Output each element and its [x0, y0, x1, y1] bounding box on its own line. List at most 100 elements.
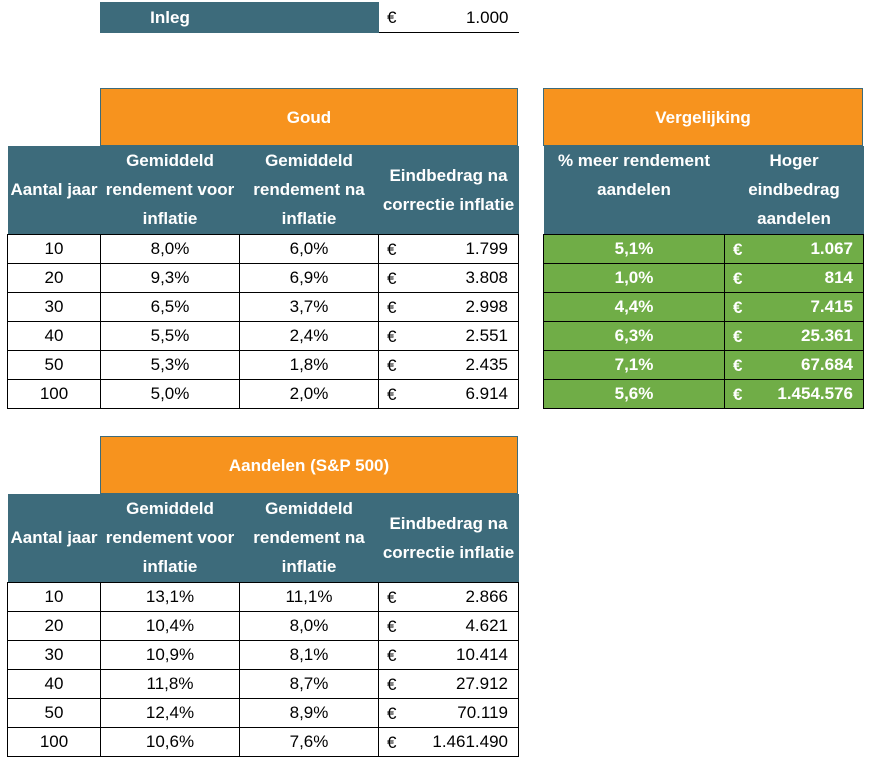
aandelen-header-voor: Gemiddeld rendement voor inflatie — [100, 494, 240, 582]
cell-jaar[interactable]: 50 — [7, 697, 101, 728]
euro-symbol: € — [387, 616, 397, 636]
euro-symbol: € — [387, 268, 397, 288]
inleg-value-cell[interactable]: € 1.000 — [378, 2, 519, 33]
cell-jaar[interactable]: 10 — [7, 581, 101, 612]
cell-hoger-bedrag[interactable]: €67.684 — [724, 349, 864, 380]
euro-symbol: € — [733, 239, 743, 259]
hoger-bedrag-value: 67.684 — [801, 354, 853, 374]
euro-symbol: € — [733, 384, 743, 404]
inleg-empty-cell — [239, 2, 379, 33]
table-row: 5,6% €1.454.576 — [543, 378, 864, 409]
eindbedrag-value: 27.912 — [456, 673, 508, 693]
euro-symbol: € — [387, 355, 397, 375]
table-row: 30 10,9% 8,1% €10.414 — [7, 639, 519, 670]
eindbedrag-value: 2.998 — [465, 296, 508, 316]
cell-voor[interactable]: 12,4% — [100, 697, 240, 728]
cell-voor[interactable]: 11,8% — [100, 668, 240, 699]
cell-na[interactable]: 2,4% — [239, 320, 379, 351]
cell-eindbedrag[interactable]: €1.461.490 — [378, 726, 519, 757]
cell-voor[interactable]: 5,3% — [100, 349, 240, 380]
table-row: 50 5,3% 1,8% €2.435 — [7, 349, 519, 380]
cell-na[interactable]: 6,9% — [239, 262, 379, 293]
cell-hoger-bedrag[interactable]: €814 — [724, 262, 864, 293]
cell-eindbedrag[interactable]: €3.808 — [378, 262, 519, 293]
cell-jaar[interactable]: 40 — [7, 320, 101, 351]
cell-voor[interactable]: 10,9% — [100, 639, 240, 670]
cell-jaar[interactable]: 20 — [7, 610, 101, 641]
cell-eindbedrag[interactable]: €10.414 — [378, 639, 519, 670]
goud-header-na: Gemiddeld rendement na inflatie — [239, 146, 379, 234]
cell-pct-meer[interactable]: 1,0% — [543, 262, 725, 293]
cell-hoger-bedrag[interactable]: €7.415 — [724, 291, 864, 322]
aandelen-table: Aantal jaar Gemiddeld rendement voor inf… — [7, 494, 519, 757]
cell-voor[interactable]: 10,4% — [100, 610, 240, 641]
table-row: 10 13,1% 11,1% €2.866 — [7, 581, 519, 612]
cell-eindbedrag[interactable]: €70.119 — [378, 697, 519, 728]
cell-na[interactable]: 7,6% — [239, 726, 379, 757]
table-row: 10 8,0% 6,0% €1.799 — [7, 233, 519, 264]
cell-voor[interactable]: 13,1% — [100, 581, 240, 612]
aandelen-title: Aandelen (S&P 500) — [100, 436, 518, 494]
cell-voor[interactable]: 8,0% — [100, 233, 240, 264]
cell-jaar[interactable]: 50 — [7, 349, 101, 380]
goud-header-voor: Gemiddeld rendement voor inflatie — [100, 146, 240, 234]
cell-voor[interactable]: 5,5% — [100, 320, 240, 351]
eindbedrag-value: 3.808 — [465, 267, 508, 287]
cell-na[interactable]: 6,0% — [239, 233, 379, 264]
cell-pct-meer[interactable]: 4,4% — [543, 291, 725, 322]
cell-jaar[interactable]: 100 — [7, 378, 101, 409]
cell-voor[interactable]: 9,3% — [100, 262, 240, 293]
cell-eindbedrag[interactable]: €2.998 — [378, 291, 519, 322]
cell-na[interactable]: 8,1% — [239, 639, 379, 670]
cell-pct-meer[interactable]: 5,1% — [543, 233, 725, 264]
cell-voor[interactable]: 6,5% — [100, 291, 240, 322]
inleg-label: Inleg — [100, 2, 240, 33]
cell-na[interactable]: 3,7% — [239, 291, 379, 322]
cell-jaar[interactable]: 20 — [7, 262, 101, 293]
goud-header-jaar: Aantal jaar — [7, 146, 101, 234]
cell-jaar[interactable]: 100 — [7, 726, 101, 757]
eindbedrag-value: 2.866 — [465, 586, 508, 606]
goud-header-eind: Eindbedrag na correctie inflatie — [378, 146, 519, 234]
cell-eindbedrag[interactable]: €4.621 — [378, 610, 519, 641]
cell-jaar[interactable]: 30 — [7, 639, 101, 670]
goud-table: Aantal jaar Gemiddeld rendement voor inf… — [7, 146, 519, 409]
cell-voor[interactable]: 10,6% — [100, 726, 240, 757]
vergelijking-header-bedrag: Hoger eindbedrag aandelen — [724, 146, 864, 234]
cell-eindbedrag[interactable]: €27.912 — [378, 668, 519, 699]
cell-hoger-bedrag[interactable]: €25.361 — [724, 320, 864, 351]
vergelijking-header-row: % meer rendement aandelen Hoger eindbedr… — [543, 146, 864, 234]
table-row: 40 11,8% 8,7% €27.912 — [7, 668, 519, 699]
cell-eindbedrag[interactable]: €2.866 — [378, 581, 519, 612]
table-row: 50 12,4% 8,9% €70.119 — [7, 697, 519, 728]
cell-eindbedrag[interactable]: €6.914 — [378, 378, 519, 409]
cell-na[interactable]: 8,7% — [239, 668, 379, 699]
cell-voor[interactable]: 5,0% — [100, 378, 240, 409]
aandelen-header-na: Gemiddeld rendement na inflatie — [239, 494, 379, 582]
euro-symbol: € — [733, 297, 743, 317]
cell-pct-meer[interactable]: 6,3% — [543, 320, 725, 351]
goud-title-text: Goud — [286, 108, 332, 127]
euro-symbol: € — [387, 384, 397, 404]
aandelen-header-eind: Eindbedrag na correctie inflatie — [378, 494, 519, 582]
hoger-bedrag-value: 7.415 — [810, 296, 853, 316]
table-row: 4,4% €7.415 — [543, 291, 864, 322]
cell-na[interactable]: 11,1% — [239, 581, 379, 612]
cell-pct-meer[interactable]: 5,6% — [543, 378, 725, 409]
vergelijking-table: % meer rendement aandelen Hoger eindbedr… — [543, 146, 864, 409]
cell-jaar[interactable]: 40 — [7, 668, 101, 699]
cell-eindbedrag[interactable]: €2.435 — [378, 349, 519, 380]
cell-jaar[interactable]: 30 — [7, 291, 101, 322]
cell-na[interactable]: 1,8% — [239, 349, 379, 380]
goud-header-row: Aantal jaar Gemiddeld rendement voor inf… — [7, 146, 519, 234]
cell-eindbedrag[interactable]: €2.551 — [378, 320, 519, 351]
cell-na[interactable]: 2,0% — [239, 378, 379, 409]
cell-eindbedrag[interactable]: €1.799 — [378, 233, 519, 264]
cell-pct-meer[interactable]: 7,1% — [543, 349, 725, 380]
cell-na[interactable]: 8,0% — [239, 610, 379, 641]
cell-hoger-bedrag[interactable]: €1.454.576 — [724, 378, 864, 409]
cell-jaar[interactable]: 10 — [7, 233, 101, 264]
cell-hoger-bedrag[interactable]: €1.067 — [724, 233, 864, 264]
cell-na[interactable]: 8,9% — [239, 697, 379, 728]
hoger-bedrag-value: 1.454.576 — [777, 383, 853, 403]
